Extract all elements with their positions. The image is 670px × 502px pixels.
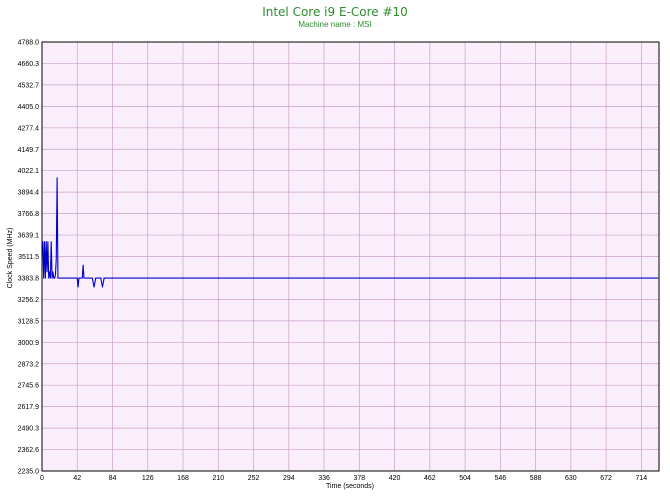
y-tick-label: 3639.1 bbox=[18, 233, 40, 240]
x-axis-ticks: 0 42 84 126 168 210 252 294 336 378 420 462 504 546 58… bbox=[40, 475, 647, 482]
x-tick-label: 462 bbox=[424, 475, 436, 482]
x-tick-label: 84 bbox=[109, 475, 117, 482]
y-tick-label: 4022.1 bbox=[18, 168, 40, 175]
x-tick-label: 42 bbox=[73, 475, 81, 482]
y-tick-label: 4149.7 bbox=[18, 147, 40, 154]
x-tick-label: 378 bbox=[353, 475, 365, 482]
y-tick-label: 3383.8 bbox=[18, 275, 40, 282]
y-tick-label: 4277.4 bbox=[18, 125, 40, 132]
x-tick-label: 420 bbox=[389, 475, 401, 482]
y-tick-label: 2490.3 bbox=[18, 426, 40, 433]
x-axis-label: Time (seconds) bbox=[326, 483, 374, 490]
y-axis-ticks: 2235.0 2362.6 2490.3 2617.9 2745.6 2873.2 3000… bbox=[18, 40, 40, 476]
clock-speed-series-line bbox=[42, 177, 659, 288]
y-tick-label: 3894.4 bbox=[18, 190, 40, 197]
y-tick-label: 3128.5 bbox=[18, 318, 40, 325]
y-axis-label: Clock Speed (MHz) bbox=[7, 228, 14, 289]
x-tick-label: 546 bbox=[494, 475, 506, 482]
y-tick-label: 2617.9 bbox=[18, 404, 40, 411]
x-tick-label: 672 bbox=[600, 475, 612, 482]
x-tick-label: 0 bbox=[40, 475, 44, 482]
y-tick-label: 3256.2 bbox=[18, 297, 40, 304]
y-tick-label: 4405.0 bbox=[18, 104, 40, 111]
y-tick-label: 2873.2 bbox=[18, 361, 40, 368]
y-tick-label: 2235.0 bbox=[18, 469, 40, 476]
x-tick-label: 126 bbox=[142, 475, 154, 482]
y-tick-label: 3766.8 bbox=[18, 211, 40, 218]
chart-subtitle: Machine name : MSI bbox=[298, 20, 371, 29]
y-tick-label: 3511.5 bbox=[18, 254, 39, 261]
grid-lines bbox=[41, 41, 659, 472]
x-tick-label: 588 bbox=[530, 475, 542, 482]
y-tick-label: 4532.7 bbox=[18, 82, 40, 89]
y-tick-label: 2362.6 bbox=[18, 447, 40, 454]
x-tick-label: 294 bbox=[283, 475, 295, 482]
x-tick-label: 252 bbox=[248, 475, 260, 482]
chart-title: Intel Core i9 E-Core #10 bbox=[262, 5, 408, 19]
x-tick-label: 630 bbox=[565, 475, 577, 482]
y-tick-label: 4660.3 bbox=[18, 61, 40, 68]
y-tick-label: 4788.0 bbox=[18, 40, 40, 47]
plot-frame bbox=[41, 41, 660, 472]
x-tick-label: 714 bbox=[636, 475, 648, 482]
x-tick-label: 168 bbox=[177, 475, 189, 482]
x-tick-label: 504 bbox=[459, 475, 471, 482]
y-tick-label: 3000.9 bbox=[18, 340, 40, 347]
y-tick-label: 2745.6 bbox=[18, 383, 40, 390]
x-tick-label: 210 bbox=[212, 475, 224, 482]
x-tick-label: 336 bbox=[318, 475, 330, 482]
